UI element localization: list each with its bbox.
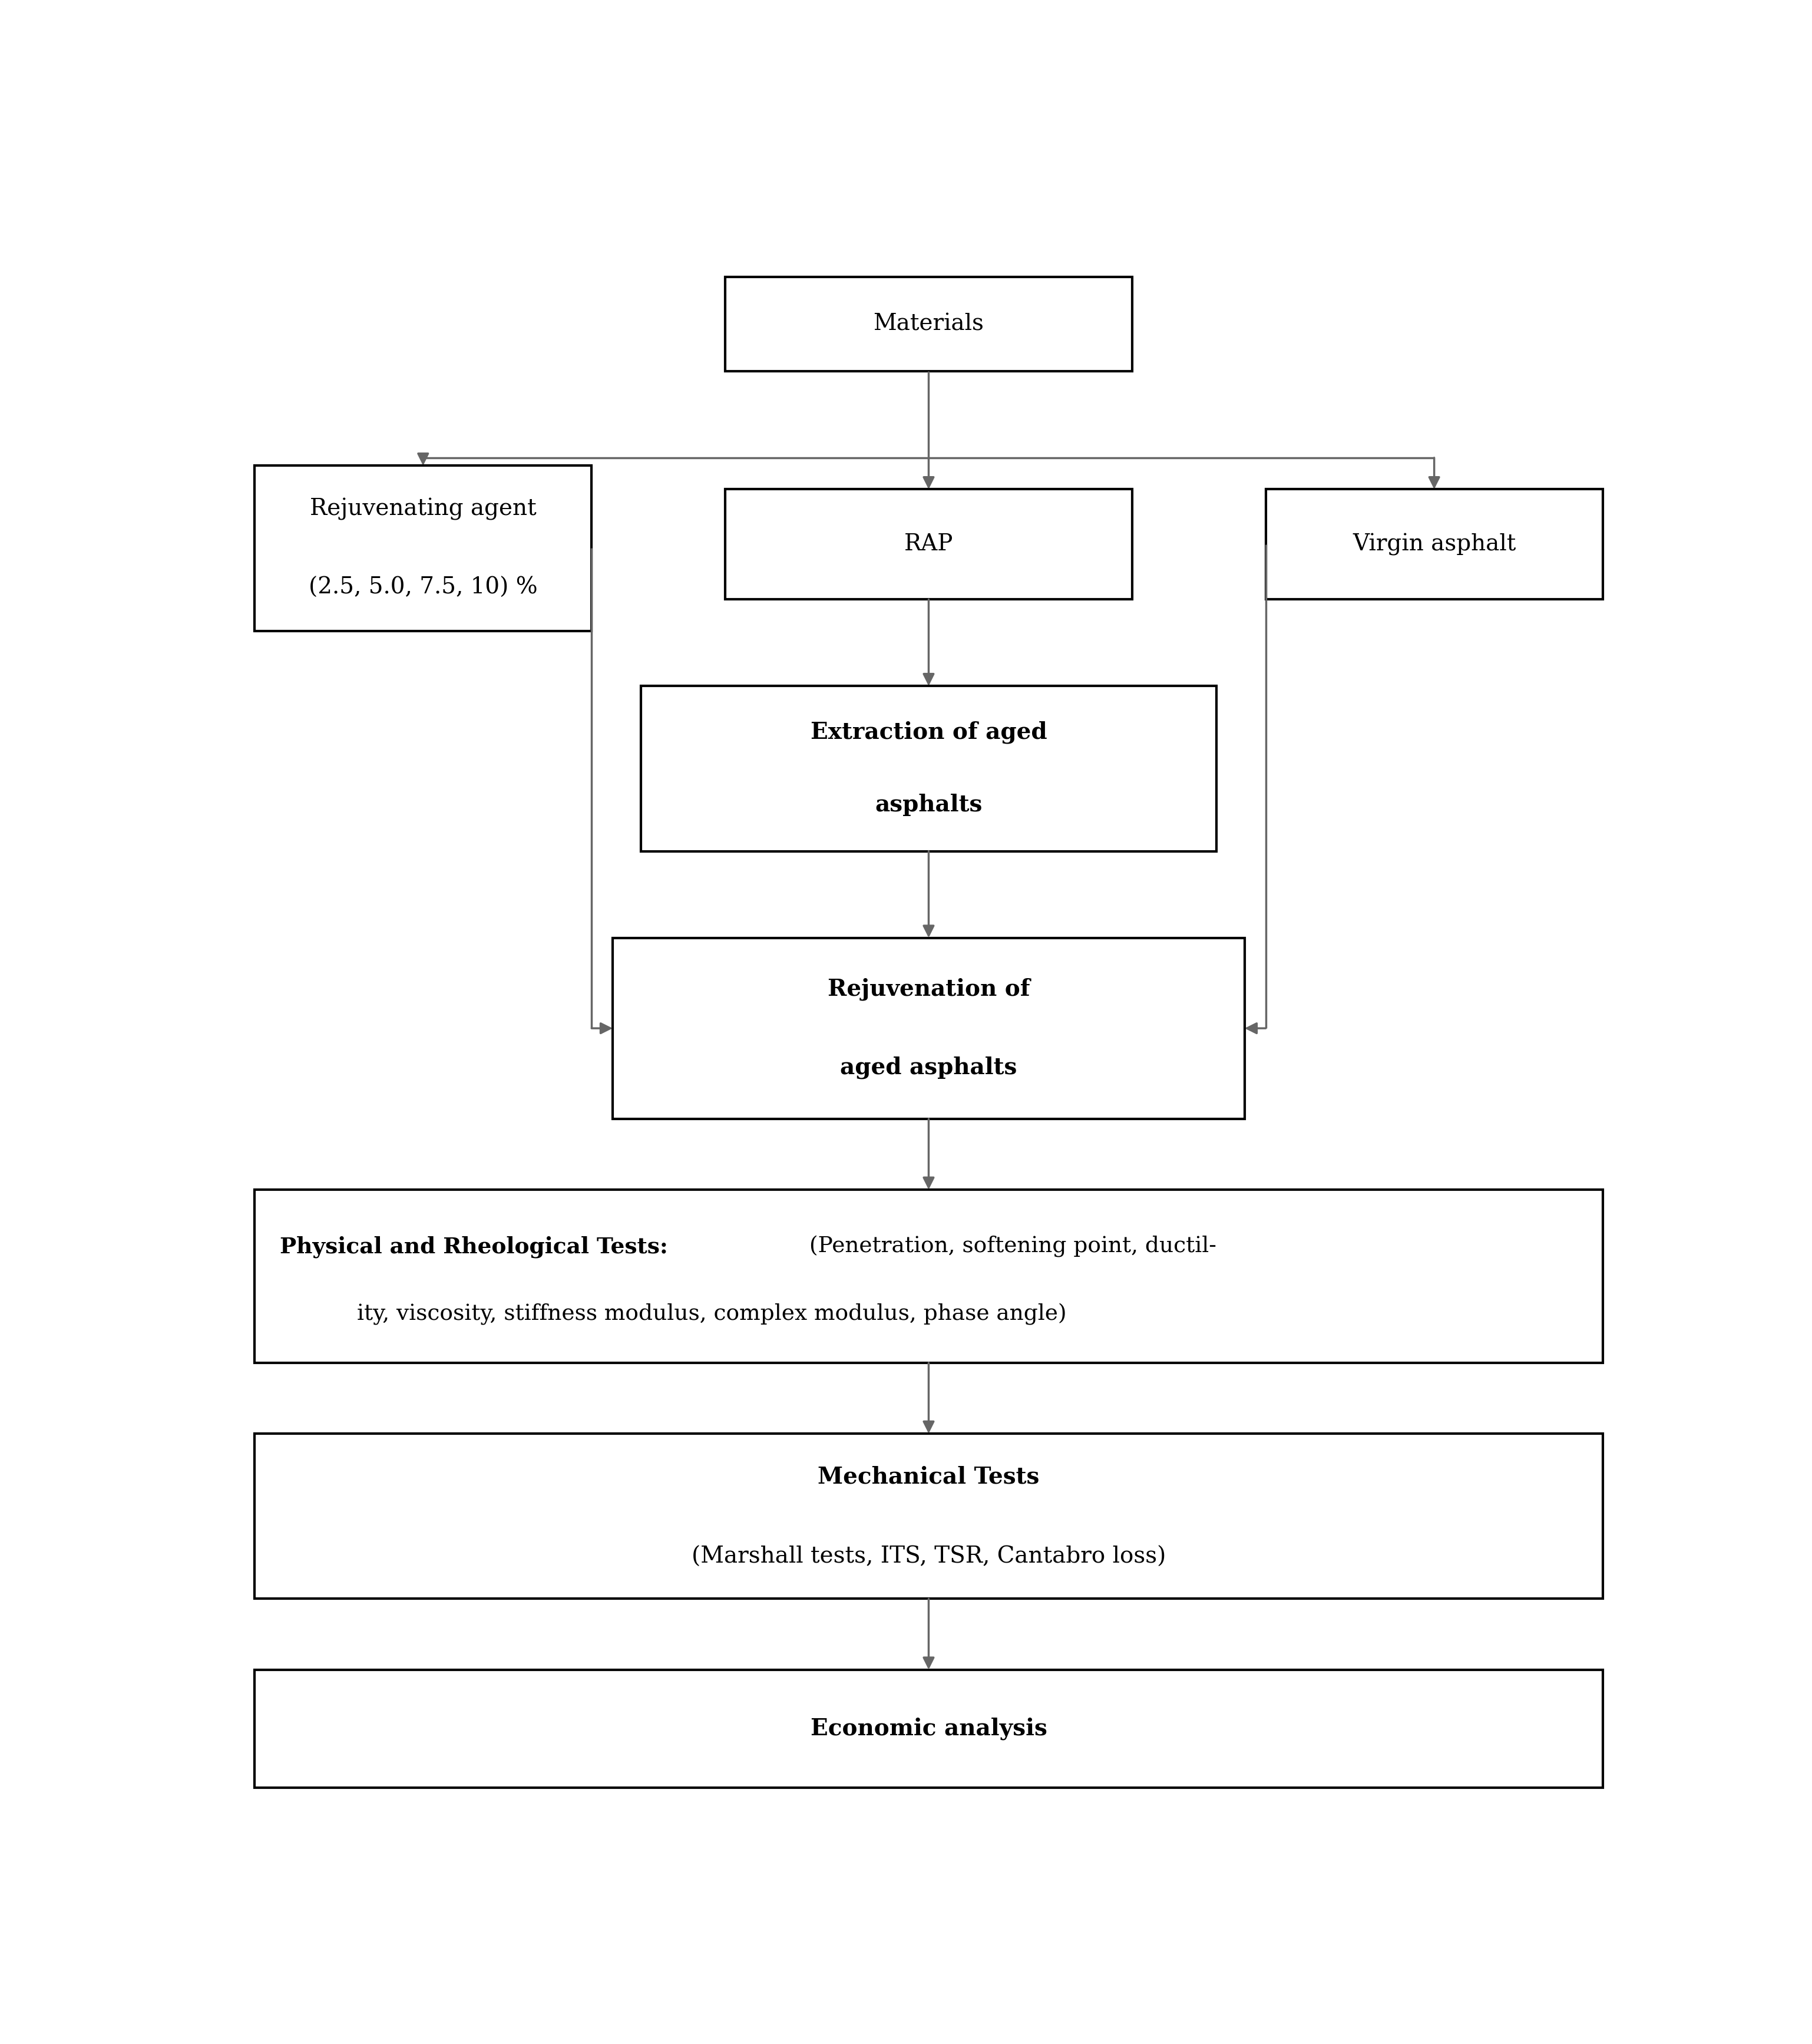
FancyBboxPatch shape [725, 276, 1132, 372]
Text: asphalts: asphalts [875, 793, 982, 816]
Text: Mechanical Tests: Mechanical Tests [817, 1466, 1040, 1488]
Text: Materials: Materials [873, 313, 984, 335]
FancyBboxPatch shape [1267, 489, 1604, 599]
Text: Rejuvenating agent: Rejuvenating agent [310, 497, 536, 519]
Text: aged asphalts: aged asphalts [841, 1057, 1017, 1079]
FancyBboxPatch shape [641, 687, 1216, 850]
Text: Virgin asphalt: Virgin asphalt [1352, 533, 1517, 556]
Text: Extraction of aged: Extraction of aged [810, 722, 1047, 744]
Text: RAP: RAP [904, 533, 953, 556]
Text: (Marshall tests, ITS, TSR, Cantabro loss): (Marshall tests, ITS, TSR, Cantabro loss… [692, 1545, 1165, 1568]
Text: Physical and Rheological Tests:: Physical and Rheological Tests: [279, 1237, 669, 1257]
FancyBboxPatch shape [612, 938, 1245, 1118]
Text: (Penetration, softening point, ductil-: (Penetration, softening point, ductil- [803, 1237, 1216, 1257]
FancyBboxPatch shape [254, 466, 591, 632]
FancyBboxPatch shape [254, 1190, 1604, 1363]
FancyBboxPatch shape [254, 1670, 1604, 1788]
FancyBboxPatch shape [725, 489, 1132, 599]
Text: Rejuvenation of: Rejuvenation of [828, 977, 1029, 1000]
Text: Economic analysis: Economic analysis [810, 1717, 1047, 1739]
FancyBboxPatch shape [254, 1433, 1604, 1598]
Text: (2.5, 5.0, 7.5, 10) %: (2.5, 5.0, 7.5, 10) % [308, 576, 538, 599]
Text: ity, viscosity, stiffness modulus, complex modulus, phase angle): ity, viscosity, stiffness modulus, compl… [357, 1304, 1067, 1325]
